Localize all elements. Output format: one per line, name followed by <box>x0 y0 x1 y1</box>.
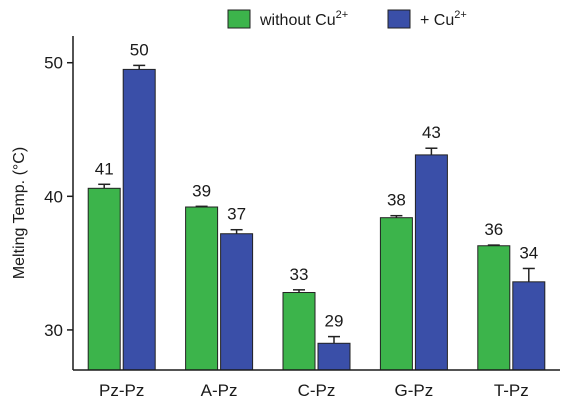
legend-label-without-cu: without Cu2+ <box>259 9 348 29</box>
bar-with-cu-t-pz <box>512 281 546 371</box>
y-tick-label: 50 <box>44 54 63 73</box>
axes: 30 40 50 Melting Temp. (°C) <box>11 36 560 371</box>
bar-marks <box>87 64 546 371</box>
data-label: 34 <box>519 243 538 262</box>
y-tick-label: 40 <box>44 187 63 206</box>
data-label: 41 <box>95 159 114 178</box>
data-label: 29 <box>325 312 344 331</box>
legend-swatch-without-cu <box>227 9 251 29</box>
data-label: 50 <box>130 40 149 59</box>
data-label: 37 <box>227 205 246 224</box>
legend-swatch-with-cu <box>387 9 411 29</box>
bar-with-cu-a-pz <box>220 233 254 371</box>
bar-without-cu-g-pz <box>379 217 413 371</box>
bar-without-cu-t-pz <box>477 245 511 371</box>
x-tick-label: T-Pz <box>494 381 529 400</box>
data-label: 43 <box>422 123 441 142</box>
legend-label-with-cu: + Cu2+ <box>420 9 467 29</box>
x-tick-label: C-Pz <box>298 381 336 400</box>
x-tick-label: A-Pz <box>201 381 238 400</box>
y-tick-label: 30 <box>44 321 63 340</box>
bar-without-cu-pz-pz <box>87 187 121 371</box>
data-label: 39 <box>192 181 211 200</box>
legend: without Cu2+ + Cu2+ <box>227 9 467 29</box>
data-label: 33 <box>290 265 309 284</box>
bar-without-cu-a-pz <box>185 206 219 371</box>
x-tick-label: Pz-Pz <box>99 381 144 400</box>
bar-with-cu-pz-pz <box>122 68 156 371</box>
bar-with-cu-g-pz <box>414 154 448 371</box>
y-axis-title: Melting Temp. (°C) <box>11 147 28 279</box>
data-label: 36 <box>484 220 503 239</box>
bar-with-cu-c-pz <box>317 342 351 371</box>
bar-without-cu-c-pz <box>282 292 316 371</box>
labels: 41 50 Pz-Pz 39 37 A-Pz 33 29 C-Pz 38 43 G-Pz 36 34 T-P… <box>95 40 539 400</box>
x-tick-label: G-Pz <box>395 381 434 400</box>
data-label: 38 <box>387 191 406 210</box>
